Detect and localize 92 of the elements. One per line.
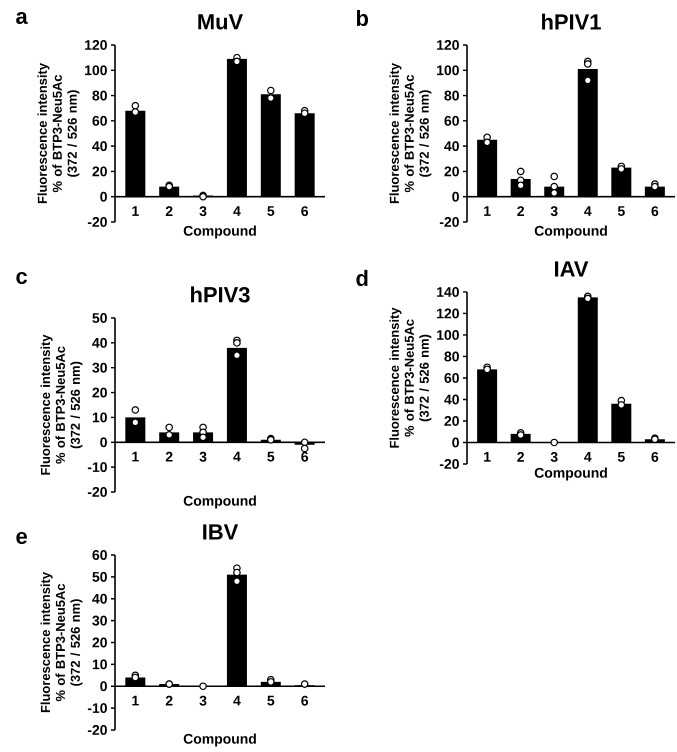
y-tick-label: 40 xyxy=(92,338,107,348)
chart-title: IAV xyxy=(555,261,588,276)
x-tick-label: 2 xyxy=(517,452,524,462)
y-tick-label: 60 xyxy=(92,116,107,126)
x-axis-title: Compound xyxy=(184,226,256,239)
y-tick-label: -10 xyxy=(88,462,107,472)
y-tick-label: 100 xyxy=(437,330,459,340)
x-axis-title: Compound xyxy=(534,226,607,239)
x-tick-label: 5 xyxy=(267,206,274,216)
x-tick-label: 1 xyxy=(132,452,139,462)
y-tick-label: 40 xyxy=(92,141,107,152)
y-tick-label: -20 xyxy=(440,459,459,469)
text: b xyxy=(356,10,368,26)
y-tick-label: 20 xyxy=(444,166,459,176)
x-tick-label: 3 xyxy=(550,452,558,462)
y-tick-label: 140 xyxy=(437,287,459,297)
y-tick-label: 10 xyxy=(92,659,107,670)
x-tick-label: 1 xyxy=(132,696,139,706)
x-axis-title: Compound xyxy=(184,734,256,747)
y-tick-label: -20 xyxy=(88,725,107,735)
y-tick-label: 120 xyxy=(437,308,459,318)
x-tick-label: 6 xyxy=(652,206,658,216)
text: c xyxy=(16,272,28,284)
x-axis-title: Compound xyxy=(534,468,607,481)
y-tick-label: 60 xyxy=(444,373,459,383)
x-tick-label: 3 xyxy=(199,696,206,706)
x-tick-label: 4 xyxy=(584,452,592,462)
text: e xyxy=(16,532,27,544)
x-tick-label: 4 xyxy=(584,206,592,216)
x-tick-label: 2 xyxy=(166,696,173,706)
x-tick-label: 1 xyxy=(484,452,491,462)
y-axis-title: Fluorescence intensity % of BTP3-Neu5Ac (372 / 526 nm) xyxy=(40,572,82,712)
x-tick-label: 5 xyxy=(267,452,274,462)
y-tick-label: 80 xyxy=(92,90,107,101)
y-tick-label: 0 xyxy=(100,681,107,692)
x-tick-label: 4 xyxy=(233,452,241,462)
y-tick-label: 10 xyxy=(92,412,107,422)
x-tick-label: 3 xyxy=(550,206,558,216)
y-tick-label: 20 xyxy=(444,416,459,426)
y-tick-label: 30 xyxy=(92,616,107,626)
x-tick-label: 3 xyxy=(199,452,206,462)
x-tick-label: 5 xyxy=(267,696,274,706)
y-tick-label: 100 xyxy=(437,65,459,76)
y-tick-label: 50 xyxy=(92,572,107,582)
y-tick-label: 0 xyxy=(452,192,459,202)
x-tick-label: 4 xyxy=(233,206,241,216)
text: a xyxy=(16,12,28,24)
x-tick-label: 4 xyxy=(233,696,241,706)
chart-title: IBV xyxy=(203,524,238,540)
y-tick-label: 0 xyxy=(100,192,107,202)
y-tick-label: 30 xyxy=(92,362,107,373)
y-tick-label: 20 xyxy=(92,638,107,648)
y-tick-label: 60 xyxy=(444,116,459,126)
y-tick-label: 40 xyxy=(444,394,459,404)
y-tick-label: -20 xyxy=(440,217,459,227)
y-tick-label: 50 xyxy=(92,313,107,323)
x-tick-label: 6 xyxy=(301,452,308,462)
x-tick-label: 3 xyxy=(199,206,206,216)
y-tick-label: 40 xyxy=(444,141,459,152)
y-tick-label: 0 xyxy=(452,438,459,448)
x-tick-label: 6 xyxy=(301,696,308,706)
x-tick-label: 2 xyxy=(166,452,173,462)
y-tick-label: -10 xyxy=(88,703,107,714)
chart-title: hPIV1 xyxy=(542,14,601,30)
y-tick-label: 80 xyxy=(444,90,459,101)
x-tick-label: 5 xyxy=(618,452,625,462)
y-axis-title: Fluorescence intensity % of BTP3-Neu5Ac (372 / 526 nm) xyxy=(40,334,82,475)
x-tick-label: 6 xyxy=(652,452,658,462)
x-tick-label: 1 xyxy=(484,206,491,216)
x-axis-title: Compound xyxy=(184,496,256,509)
y-tick-label: 120 xyxy=(85,40,107,50)
x-tick-label: 6 xyxy=(301,206,308,216)
y-axis-title: Fluorescence intensity % of BTP3-Neu5Ac (372 / 526 nm) xyxy=(389,308,432,448)
x-tick-label: 5 xyxy=(618,206,625,216)
y-tick-label: 60 xyxy=(92,550,107,560)
y-tick-label: 20 xyxy=(92,388,107,398)
chart-title: MuV xyxy=(198,14,243,30)
y-tick-label: -20 xyxy=(88,217,107,227)
y-tick-label: 40 xyxy=(92,594,107,604)
y-tick-label: 120 xyxy=(437,40,459,50)
y-tick-label: -20 xyxy=(88,487,107,497)
x-tick-label: 2 xyxy=(166,206,173,216)
x-tick-label: 2 xyxy=(517,206,524,216)
y-tick-label: 80 xyxy=(444,352,459,362)
y-axis-title: Fluorescence intensity % of BTP3-Neu5Ac (372 / 526 nm) xyxy=(389,63,432,204)
text: d xyxy=(356,270,368,286)
y-axis-title: Fluorescence intensity % of BTP3-Neu5Ac (372 / 526 nm) xyxy=(37,63,80,204)
y-tick-label: 0 xyxy=(100,437,107,448)
y-tick-label: 20 xyxy=(92,166,107,176)
y-tick-label: 100 xyxy=(85,65,107,76)
x-tick-label: 1 xyxy=(132,206,139,216)
chart-title: hPIV3 xyxy=(191,286,250,302)
